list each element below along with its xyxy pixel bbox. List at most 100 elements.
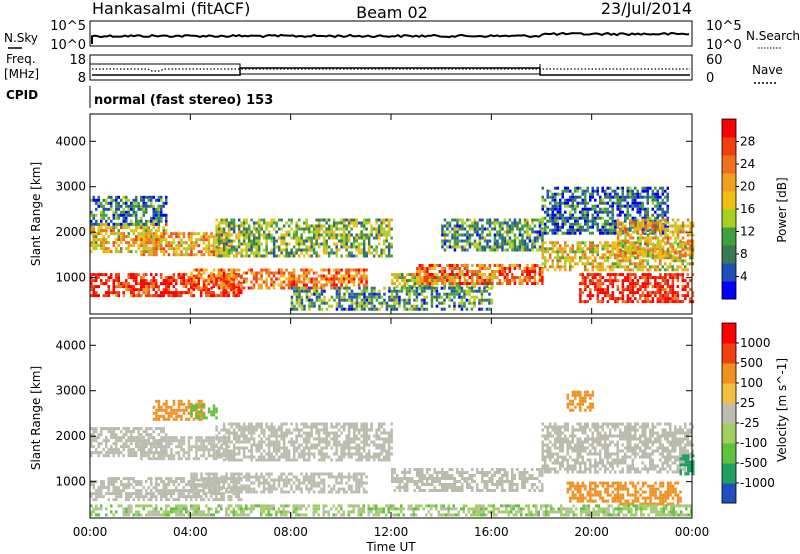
power-cell (195, 253, 198, 257)
power-cell (601, 216, 604, 220)
power-cell (631, 268, 634, 272)
power-cell (609, 250, 612, 254)
power-cell (581, 300, 585, 304)
velocity-cell (140, 433, 143, 437)
power-cell (498, 270, 502, 273)
power-cell (666, 236, 670, 240)
power-cell (458, 292, 461, 296)
power-cell (370, 227, 373, 231)
power-cell (636, 288, 640, 292)
power-cell (629, 251, 632, 255)
velocity-cell (140, 442, 143, 446)
power-cell (458, 227, 462, 231)
power-cell (355, 233, 358, 237)
power-cell (105, 198, 108, 202)
power-cell (227, 233, 231, 237)
velocity-cell (220, 498, 223, 502)
power-cell (596, 297, 600, 301)
power-cell (190, 274, 193, 278)
power-cell (132, 198, 135, 202)
power-cell (654, 294, 657, 298)
power-cell (380, 224, 383, 228)
velocity-cell (100, 486, 103, 490)
power-cell (516, 248, 519, 252)
velocity-cell (187, 483, 190, 487)
power-cell (372, 248, 376, 252)
power-cell (212, 238, 216, 242)
power-cell (541, 270, 544, 273)
power-cell (230, 248, 233, 252)
power-cell (387, 251, 391, 255)
power-cell (624, 216, 627, 220)
velocity-cell (112, 477, 115, 481)
power-cell (410, 286, 414, 290)
power-cell (237, 283, 241, 287)
power-cell (322, 274, 326, 278)
velocity-cell (135, 436, 138, 440)
power-cell (232, 291, 235, 295)
power-cell (385, 230, 388, 234)
power-cell (305, 221, 308, 225)
power-cell (559, 268, 562, 272)
power-cell (691, 262, 694, 266)
velocity-cell (107, 483, 110, 487)
power-cell (132, 222, 135, 226)
power-cell (100, 223, 103, 227)
power-cell (217, 227, 221, 231)
power-cell (418, 292, 421, 296)
velocity-cell (185, 495, 188, 499)
power-cell (140, 244, 143, 248)
power-cell (606, 259, 609, 263)
power-cell (591, 225, 594, 229)
power-cell (481, 282, 484, 285)
power-cell (257, 245, 261, 249)
power-cell (200, 294, 203, 298)
power-cell (646, 186, 649, 190)
power-cell (320, 274, 323, 278)
power-cell (666, 265, 669, 269)
power-cell (237, 224, 241, 228)
power-cell (135, 279, 138, 283)
power-cell (222, 283, 226, 287)
power-cell (463, 221, 467, 225)
power-cell (451, 233, 454, 237)
power-cell (483, 239, 487, 243)
power-cell (247, 224, 251, 228)
power-cell (644, 239, 647, 243)
power-cell (626, 251, 630, 255)
power-cell (270, 218, 273, 222)
velocity-cell (110, 427, 113, 431)
power-cell (541, 222, 544, 226)
power-cell (335, 248, 338, 252)
power-cell (641, 273, 645, 277)
power-cell (616, 236, 620, 240)
power-cell (589, 195, 592, 199)
power-cell (584, 285, 587, 289)
power-cell (182, 276, 185, 280)
power-cell (220, 239, 223, 243)
power-cell (140, 198, 143, 202)
power-cell (265, 283, 268, 287)
power-cell (654, 236, 657, 240)
power-cell (305, 239, 308, 243)
power-cell (606, 210, 609, 214)
power-cell (684, 241, 687, 245)
power-cell (187, 291, 190, 295)
power-cell (230, 239, 233, 243)
power-cell (287, 254, 291, 258)
power-cell (197, 232, 201, 236)
power-cell (378, 307, 381, 311)
velocity-cell (132, 451, 135, 455)
power-cell (190, 238, 193, 242)
power-cell (322, 242, 326, 246)
power-cell (478, 227, 482, 231)
power-cell (544, 222, 547, 226)
power-cell (235, 285, 238, 289)
power-cell (413, 304, 416, 308)
velocity-cell (157, 445, 161, 449)
power-cell (511, 221, 514, 225)
power-cell (468, 242, 472, 246)
power-cell (285, 221, 288, 225)
power-cell (310, 304, 314, 308)
power-cell (586, 210, 589, 214)
